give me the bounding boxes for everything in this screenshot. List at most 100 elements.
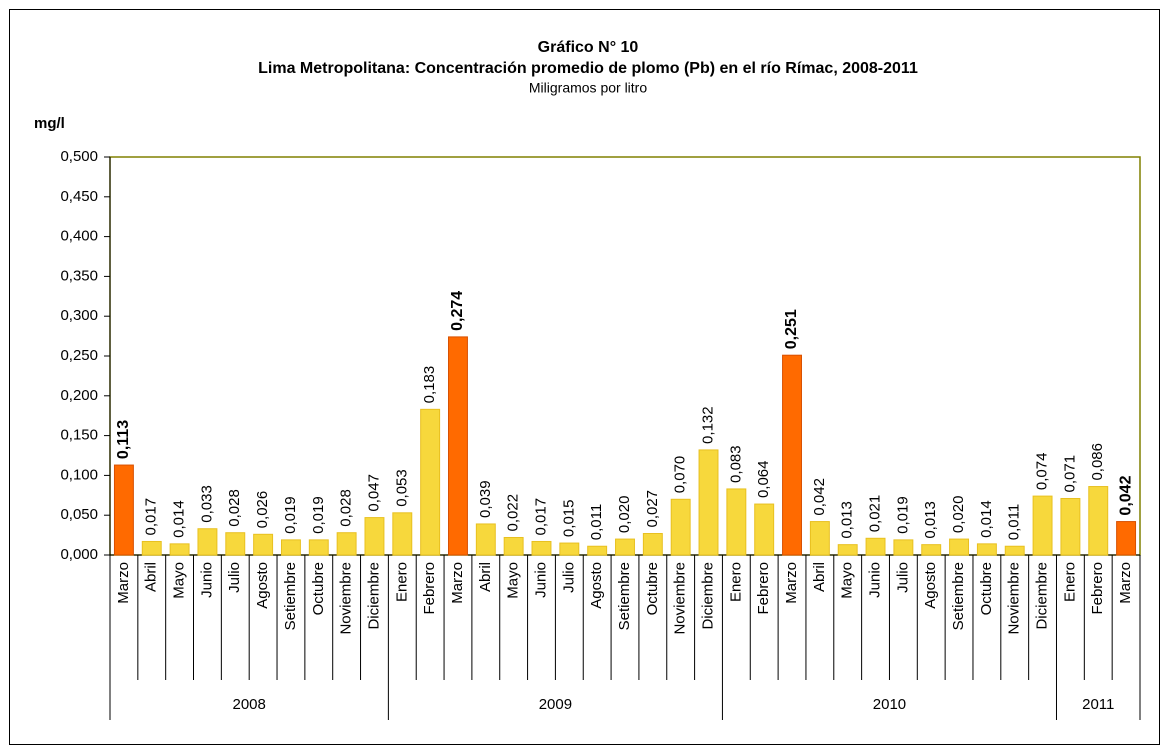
group-label: 2010: [873, 696, 906, 713]
x-tick-label: Noviembre: [672, 562, 689, 635]
value-label: 0,071: [1061, 455, 1078, 493]
y-tick-label: 0,250: [60, 347, 98, 364]
chart-title: Gráfico N° 10: [538, 39, 639, 56]
x-tick-label: Julio: [226, 562, 243, 593]
value-label: 0,028: [226, 489, 243, 527]
bar: [1060, 497, 1081, 556]
bar: [531, 540, 552, 556]
group-label: 2009: [539, 696, 572, 713]
value-label: 0,083: [727, 445, 744, 483]
x-tick-label: Abril: [811, 562, 828, 592]
bar: [448, 336, 468, 556]
value-label: 0,113: [115, 420, 132, 459]
value-label: 0,039: [477, 480, 494, 518]
x-tick-label: Mayo: [171, 562, 188, 599]
x-tick-label: Noviembre: [1006, 562, 1023, 635]
value-label: 0,086: [1089, 443, 1106, 481]
x-tick-label: Octubre: [644, 562, 661, 615]
bar: [698, 449, 719, 556]
value-label: 0,070: [672, 456, 689, 494]
value-label: 0,011: [588, 504, 605, 540]
value-label: 0,015: [560, 500, 577, 538]
bar: [587, 545, 608, 556]
plot-area: [109, 156, 1141, 556]
value-label: 0,013: [839, 501, 856, 539]
y-tick-label: 0,000: [60, 546, 98, 563]
value-label: 0,019: [282, 496, 299, 534]
x-tick-label: Marzo: [1117, 562, 1134, 604]
bar: [253, 533, 274, 556]
x-tick-label: Setiembre: [616, 562, 633, 630]
bar: [503, 536, 524, 556]
chart-note: Miligramos por litro: [529, 80, 647, 96]
y-tick-label: 0,200: [60, 387, 98, 404]
x-tick-label: Marzo: [115, 562, 132, 604]
value-label: 0,011: [1006, 504, 1023, 540]
x-tick-label: Junio: [198, 562, 215, 598]
x-tick-label: Febrero: [421, 562, 438, 615]
x-tick-label: Octubre: [310, 562, 327, 615]
x-tick-label: Diciembre: [1034, 562, 1051, 630]
bar: [670, 498, 691, 556]
value-label: 0,042: [811, 478, 828, 516]
x-tick-label: Agosto: [588, 562, 605, 609]
value-label: 0,026: [254, 491, 271, 529]
value-label: 0,033: [198, 485, 215, 523]
y-tick-label: 0,300: [60, 307, 98, 324]
y-tick-label: 0,350: [60, 267, 98, 284]
bar: [141, 540, 162, 556]
x-tick-label: Marzo: [449, 562, 466, 604]
x-tick-label: Junio: [867, 562, 884, 598]
bar: [1032, 495, 1053, 556]
bar: [392, 512, 413, 556]
y-tick-label: 0,050: [60, 506, 98, 523]
y-tick-label: 0,500: [60, 148, 98, 165]
bar: [809, 521, 830, 556]
x-tick-label: Enero: [727, 562, 744, 602]
bar: [1088, 486, 1109, 556]
bar: [280, 539, 301, 556]
y-tick-label: 0,400: [60, 228, 98, 245]
x-tick-label: Mayo: [505, 562, 522, 599]
x-tick-label: Agosto: [254, 562, 271, 609]
bar: [726, 488, 747, 556]
x-tick-label: Julio: [894, 562, 911, 593]
bar: [1004, 545, 1025, 556]
value-label: 0,022: [505, 494, 522, 532]
bar: [308, 539, 329, 556]
bar: [1116, 521, 1137, 556]
bar: [559, 542, 580, 556]
x-tick-label: Octubre: [978, 562, 995, 615]
value-label: 0,028: [338, 489, 355, 527]
value-label: 0,274: [449, 291, 466, 331]
x-tick-label: Abril: [143, 562, 160, 592]
x-tick-label: Febrero: [1089, 562, 1106, 615]
bar: [782, 354, 802, 556]
bar: [615, 538, 635, 556]
x-tick-label: Julio: [560, 562, 577, 593]
value-label: 0,042: [1117, 475, 1134, 515]
bar: [949, 538, 970, 556]
value-label: 0,064: [755, 461, 772, 499]
value-label: 0,019: [310, 496, 327, 534]
bar: [976, 543, 997, 556]
value-label: 0,020: [616, 496, 633, 534]
value-label: 0,021: [867, 495, 884, 533]
bar: [475, 523, 496, 556]
value-label: 0,074: [1034, 453, 1051, 491]
bar: [364, 517, 385, 556]
value-label: 0,251: [783, 309, 800, 349]
bar: [921, 544, 942, 556]
x-tick-label: Enero: [393, 562, 410, 602]
bar: [225, 532, 246, 556]
y-tick-label: 0,100: [60, 466, 98, 483]
x-tick-label: Enero: [1061, 562, 1078, 602]
value-label: 0,132: [699, 406, 716, 444]
value-label: 0,013: [922, 501, 939, 539]
value-label: 0,014: [171, 500, 188, 538]
x-tick-label: Junio: [532, 562, 549, 598]
x-tick-label: Febrero: [755, 562, 772, 615]
value-label: 0,019: [894, 496, 911, 534]
bar: [336, 532, 357, 556]
x-tick-label: Agosto: [922, 562, 939, 609]
